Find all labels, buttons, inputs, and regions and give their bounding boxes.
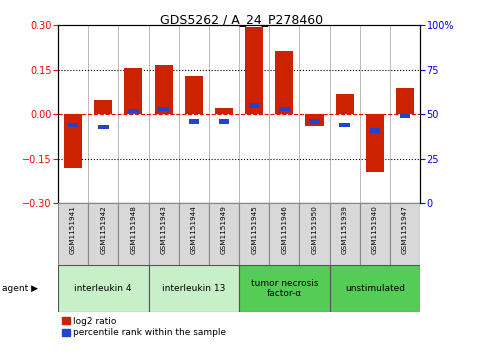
Bar (309, 119, 320, 124)
Bar (149, 265, 239, 312)
Legend: log2 ratio, percentile rank within the sample: log2 ratio, percentile rank within the s… (62, 317, 227, 337)
Text: unstimulated: unstimulated (345, 284, 405, 293)
Bar (369, 128, 380, 132)
Text: interleukin 13: interleukin 13 (162, 284, 226, 293)
Bar (149, 203, 179, 265)
Bar (64, 114, 82, 168)
Text: interleukin 4: interleukin 4 (74, 284, 132, 293)
Text: GSM1151950: GSM1151950 (312, 205, 317, 254)
Text: GSM1151948: GSM1151948 (130, 205, 136, 254)
Bar (98, 125, 109, 129)
Bar (330, 203, 360, 265)
Bar (185, 76, 203, 114)
Text: GSM1151945: GSM1151945 (251, 205, 257, 254)
Bar (118, 203, 149, 265)
Text: GSM1151943: GSM1151943 (161, 205, 167, 254)
Bar (275, 50, 294, 114)
Bar (155, 65, 173, 114)
Text: GSM1151942: GSM1151942 (100, 205, 106, 254)
Bar (158, 107, 169, 111)
Bar (68, 123, 78, 127)
Bar (88, 203, 118, 265)
Bar (299, 203, 330, 265)
Text: GSM1151941: GSM1151941 (70, 205, 76, 254)
Text: tumor necrosis
factor-α: tumor necrosis factor-α (251, 279, 318, 298)
Bar (390, 203, 420, 265)
Bar (125, 68, 142, 114)
Text: GSM1151940: GSM1151940 (372, 205, 378, 254)
Bar (94, 99, 112, 114)
Bar (306, 114, 324, 126)
Bar (340, 123, 350, 127)
Bar (215, 109, 233, 114)
Bar (239, 203, 270, 265)
Bar (58, 265, 149, 312)
Bar (400, 114, 411, 118)
Text: agent ▶: agent ▶ (2, 284, 39, 293)
Text: GSM1151947: GSM1151947 (402, 205, 408, 254)
Text: GDS5262 / A_24_P278460: GDS5262 / A_24_P278460 (160, 13, 323, 26)
Text: GSM1151946: GSM1151946 (282, 205, 287, 254)
Bar (209, 203, 239, 265)
Bar (270, 203, 299, 265)
Text: GSM1151949: GSM1151949 (221, 205, 227, 254)
Bar (279, 107, 290, 111)
Bar (336, 94, 354, 114)
Bar (219, 119, 229, 124)
Bar (396, 87, 414, 114)
Bar (360, 203, 390, 265)
Bar (239, 265, 330, 312)
Text: GSM1151939: GSM1151939 (342, 205, 348, 254)
Bar (249, 103, 259, 108)
Bar (188, 119, 199, 124)
Bar (245, 27, 263, 114)
Bar (179, 203, 209, 265)
Bar (58, 203, 88, 265)
Bar (330, 265, 420, 312)
Bar (128, 109, 139, 113)
Bar (366, 114, 384, 172)
Text: GSM1151944: GSM1151944 (191, 205, 197, 254)
